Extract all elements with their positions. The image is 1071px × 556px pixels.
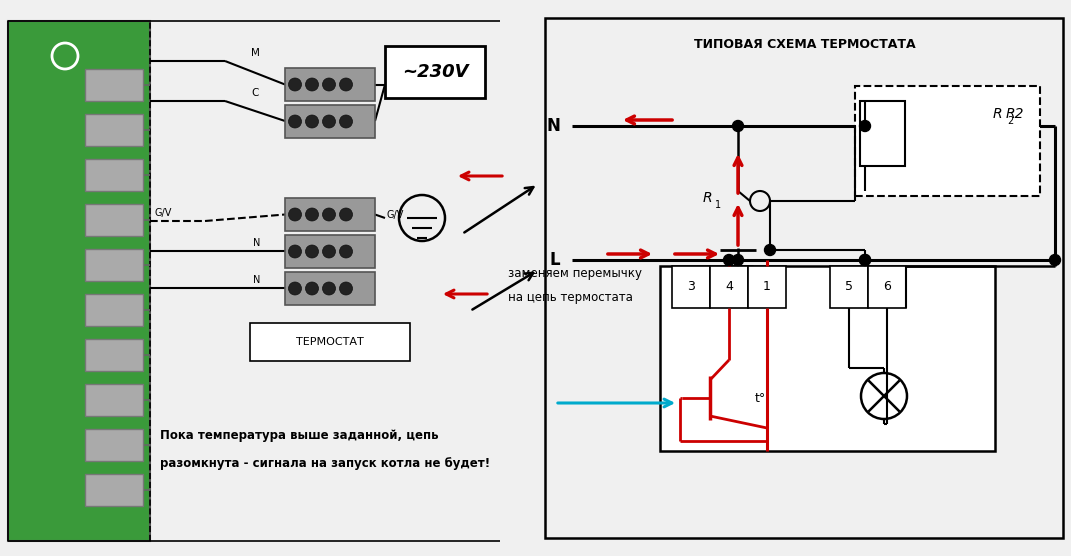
Text: Пока температура выше заданной, цепь: Пока температура выше заданной, цепь bbox=[160, 429, 439, 443]
Text: G/V: G/V bbox=[287, 210, 304, 220]
Text: R: R bbox=[993, 107, 1002, 121]
Circle shape bbox=[288, 208, 302, 221]
Circle shape bbox=[340, 208, 352, 221]
Text: R: R bbox=[703, 191, 712, 205]
Text: 3: 3 bbox=[688, 280, 695, 294]
Circle shape bbox=[340, 78, 352, 91]
Bar bbox=[545, 18, 1064, 538]
Circle shape bbox=[288, 245, 302, 258]
Circle shape bbox=[1050, 255, 1060, 266]
Text: N: N bbox=[253, 275, 260, 285]
Text: разомкнута - сигнала на запуск котла не будет!: разомкнута - сигнала на запуск котла не … bbox=[160, 458, 491, 470]
Circle shape bbox=[340, 115, 352, 128]
Text: C: C bbox=[252, 88, 259, 98]
Bar bbox=[85, 159, 144, 191]
Bar bbox=[85, 69, 144, 101]
Circle shape bbox=[288, 78, 302, 91]
Circle shape bbox=[305, 282, 318, 295]
Text: заменяем перемычку: заменяем перемычку bbox=[508, 267, 642, 280]
Bar bbox=[85, 429, 144, 461]
Text: на цепь термостата: на цепь термостата bbox=[508, 291, 633, 305]
Circle shape bbox=[322, 282, 335, 295]
Circle shape bbox=[765, 245, 775, 256]
Bar bbox=[660, 266, 995, 451]
Bar bbox=[285, 68, 375, 101]
Text: G/V: G/V bbox=[387, 210, 405, 220]
Text: 1: 1 bbox=[715, 200, 721, 210]
Bar bbox=[85, 204, 144, 236]
Text: N: N bbox=[253, 238, 260, 248]
Text: R2: R2 bbox=[1006, 107, 1024, 121]
Bar bbox=[672, 266, 710, 308]
Circle shape bbox=[340, 282, 352, 295]
Bar bbox=[85, 114, 144, 146]
Text: t°: t° bbox=[755, 391, 766, 405]
Bar bbox=[85, 249, 144, 281]
Circle shape bbox=[724, 255, 735, 266]
Bar bbox=[285, 198, 375, 231]
Bar bbox=[748, 266, 786, 308]
Text: ТИПОВАЯ СХЕМА ТЕРМОСТАТА: ТИПОВАЯ СХЕМА ТЕРМОСТАТА bbox=[694, 37, 916, 51]
Circle shape bbox=[322, 115, 335, 128]
Text: 5: 5 bbox=[845, 280, 853, 294]
Circle shape bbox=[322, 208, 335, 221]
Text: ~230V: ~230V bbox=[402, 63, 468, 81]
Bar bbox=[285, 272, 375, 305]
Circle shape bbox=[305, 78, 318, 91]
Bar bbox=[868, 266, 906, 308]
Bar bbox=[85, 384, 144, 416]
Bar bbox=[855, 86, 1040, 196]
Bar bbox=[285, 235, 375, 268]
Text: 6: 6 bbox=[884, 280, 891, 294]
Bar bbox=[830, 266, 868, 308]
Bar bbox=[7, 21, 150, 541]
Text: 4: 4 bbox=[725, 280, 733, 294]
Circle shape bbox=[733, 121, 743, 132]
Bar bbox=[85, 294, 144, 326]
Text: 2: 2 bbox=[1007, 116, 1013, 126]
Bar bbox=[710, 266, 748, 308]
Circle shape bbox=[860, 255, 871, 266]
Circle shape bbox=[860, 121, 871, 132]
Bar bbox=[860, 101, 905, 166]
Text: 1: 1 bbox=[763, 280, 771, 294]
Circle shape bbox=[322, 78, 335, 91]
Circle shape bbox=[288, 282, 302, 295]
Bar bbox=[85, 339, 144, 371]
Circle shape bbox=[305, 208, 318, 221]
Text: L: L bbox=[549, 251, 560, 269]
Bar bbox=[285, 105, 375, 138]
Circle shape bbox=[733, 255, 743, 266]
Bar bbox=[85, 474, 144, 506]
Text: M: M bbox=[251, 48, 259, 58]
Circle shape bbox=[288, 115, 302, 128]
Bar bbox=[250, 323, 410, 361]
Circle shape bbox=[340, 245, 352, 258]
Text: ТЕРМОСТАТ: ТЕРМОСТАТ bbox=[296, 337, 364, 347]
Text: N: N bbox=[546, 117, 560, 135]
Text: G/V: G/V bbox=[155, 208, 172, 218]
Bar bbox=[384, 46, 485, 98]
Circle shape bbox=[305, 115, 318, 128]
Circle shape bbox=[305, 245, 318, 258]
Circle shape bbox=[322, 245, 335, 258]
Circle shape bbox=[860, 255, 871, 266]
